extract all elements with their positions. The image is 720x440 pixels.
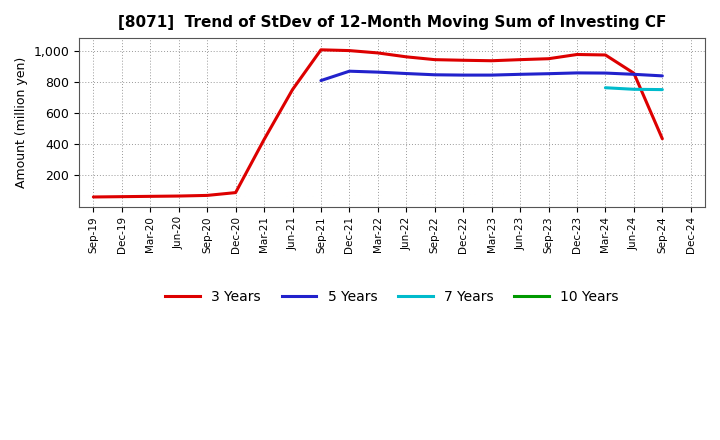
Legend: 3 Years, 5 Years, 7 Years, 10 Years: 3 Years, 5 Years, 7 Years, 10 Years [160, 284, 624, 309]
5 Years [431, 72, 439, 77]
5 Years [572, 70, 581, 76]
Y-axis label: Amount (million yen): Amount (million yen) [15, 57, 28, 188]
3 Years [402, 54, 410, 59]
Title: [8071]  Trend of StDev of 12-Month Moving Sum of Investing CF: [8071] Trend of StDev of 12-Month Moving… [118, 15, 666, 30]
7 Years [601, 85, 610, 90]
3 Years [487, 58, 496, 63]
7 Years [629, 87, 638, 92]
5 Years [317, 78, 325, 83]
Line: 5 Years: 5 Years [321, 71, 662, 81]
5 Years [459, 73, 467, 78]
3 Years [345, 48, 354, 53]
5 Years [402, 71, 410, 76]
3 Years [601, 52, 610, 58]
3 Years [317, 47, 325, 52]
3 Years [288, 87, 297, 92]
3 Years [374, 50, 382, 55]
3 Years [459, 58, 467, 63]
5 Years [487, 73, 496, 78]
5 Years [516, 72, 524, 77]
3 Years [658, 136, 667, 141]
3 Years [516, 57, 524, 62]
3 Years [231, 190, 240, 195]
3 Years [431, 57, 439, 62]
Line: 7 Years: 7 Years [606, 88, 662, 90]
5 Years [629, 72, 638, 77]
3 Years [629, 70, 638, 76]
5 Years [544, 71, 553, 76]
5 Years [374, 70, 382, 75]
5 Years [658, 73, 667, 78]
3 Years [260, 137, 269, 142]
3 Years [146, 194, 155, 199]
3 Years [117, 194, 126, 199]
3 Years [203, 193, 212, 198]
5 Years [345, 69, 354, 74]
7 Years [658, 87, 667, 92]
3 Years [89, 194, 98, 200]
5 Years [601, 70, 610, 76]
3 Years [572, 52, 581, 57]
Line: 3 Years: 3 Years [94, 50, 662, 197]
3 Years [174, 194, 183, 199]
3 Years [544, 56, 553, 61]
